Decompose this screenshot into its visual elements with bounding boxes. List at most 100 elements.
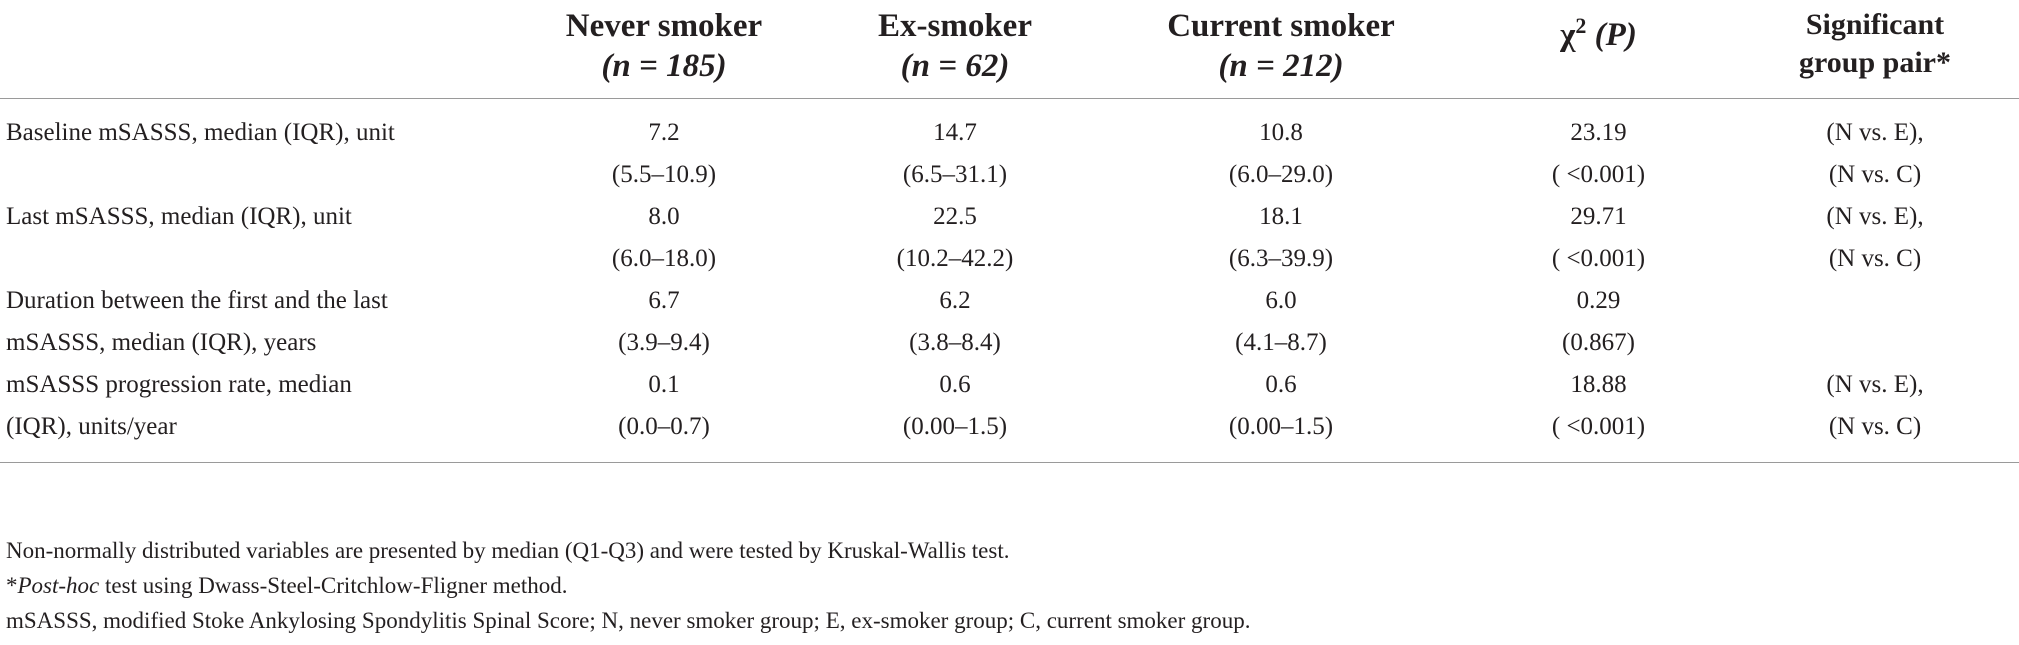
row-label: Last mSASSS, median (IQR), unit	[0, 196, 514, 280]
cell-range: (0.00–1.5)	[902, 413, 1008, 440]
table-row: Baseline mSASSS, median (IQR), unit 7.2 (5…	[0, 99, 2019, 197]
cell-value: 0.29	[1576, 287, 1621, 314]
cell-range: (5.5–10.9)	[611, 161, 717, 188]
cell-significant-pair: (N vs. E), (N vs. C)	[1731, 99, 2019, 197]
footnote-posthoc-italic: Post-hoc	[17, 573, 100, 598]
cell-range: (0.0–0.7)	[618, 413, 710, 440]
cell-value: 7.2	[648, 119, 680, 146]
cell-value	[1731, 280, 2019, 322]
cell-current-smoker: 10.8 (6.0–29.0)	[1096, 99, 1466, 197]
cell-range: (6.5–31.1)	[902, 161, 1008, 188]
table-header-row: Never smoker (n = 185) Ex-smoker (n = 62…	[0, 0, 2019, 99]
footnote-posthoc: *Post-hoc test using Dwass-Steel-Critchl…	[6, 568, 1250, 603]
cell-ex-smoker: 0.6 (0.00–1.5)	[814, 364, 1096, 463]
header-significant-line2: group pair*	[1799, 46, 1951, 79]
cell-value: (N vs. E),	[1826, 203, 1924, 230]
cell-never-smoker: 6.7 (3.9–9.4)	[514, 280, 814, 364]
cell-value: 8.0	[648, 203, 680, 230]
cell-range: (6.0–18.0)	[611, 245, 717, 272]
results-table: Never smoker (n = 185) Ex-smoker (n = 62…	[0, 0, 2019, 463]
header-chi-superscript: 2	[1575, 13, 1587, 38]
cell-value: 23.19	[1570, 119, 1627, 146]
results-table-container: Never smoker (n = 185) Ex-smoker (n = 62…	[0, 0, 2019, 463]
cell-current-smoker: 0.6 (0.00–1.5)	[1096, 364, 1466, 463]
cell-value: (N vs. E),	[1826, 119, 1924, 146]
cell-value: 6.7	[648, 287, 680, 314]
cell-chi-square: 0.29 (0.867)	[1466, 280, 1731, 364]
header-chi-symbol: χ	[1560, 17, 1576, 53]
cell-ex-smoker: 14.7 (6.5–31.1)	[814, 99, 1096, 197]
cell-range: ( <0.001)	[1551, 161, 1646, 188]
cell-value: 29.71	[1570, 203, 1627, 230]
cell-range: (N vs. C)	[1828, 413, 1922, 440]
cell-range: (4.1–8.7)	[1235, 329, 1327, 356]
header-ex-smoker: Ex-smoker (n = 62)	[814, 0, 1096, 99]
cell-never-smoker: 7.2 (5.5–10.9)	[514, 99, 814, 197]
row-label: Baseline mSASSS, median (IQR), unit	[0, 99, 514, 197]
cell-range: (N vs. C)	[1828, 161, 1922, 188]
cell-range: (3.8–8.4)	[909, 329, 1001, 356]
table-body: Baseline mSASSS, median (IQR), unit 7.2 (5…	[0, 99, 2019, 463]
header-ex-smoker-n: (n = 62)	[900, 48, 1010, 84]
cell-chi-square: 29.71 ( <0.001)	[1466, 196, 1731, 280]
cell-never-smoker: 0.1 (0.0–0.7)	[514, 364, 814, 463]
cell-chi-square: 18.88 ( <0.001)	[1466, 364, 1731, 463]
cell-value: 6.0	[1265, 287, 1297, 314]
header-never-smoker-title: Never smoker	[565, 8, 763, 44]
cell-range: (3.9–9.4)	[618, 329, 710, 356]
row-label: mSASSS progression rate, median (IQR), un…	[0, 364, 514, 463]
cell-value: (N vs. E),	[1826, 371, 1924, 398]
table-footnotes: Non-normally distributed variables are p…	[6, 533, 1250, 638]
header-p-value: (P)	[1594, 17, 1637, 53]
cell-ex-smoker: 6.2 (3.8–8.4)	[814, 280, 1096, 364]
row-label-line: Baseline mSASSS, median (IQR), unit	[6, 119, 395, 146]
header-variable	[0, 0, 514, 99]
header-ex-smoker-title: Ex-smoker	[878, 8, 1032, 44]
header-chi-square: χ2 (P)	[1466, 0, 1731, 99]
cell-value: 0.1	[648, 371, 680, 398]
cell-range: (N vs. C)	[1828, 245, 1922, 272]
row-label-line: Duration between the first and the last	[6, 287, 388, 314]
table-row: Duration between the first and the last m…	[0, 280, 2019, 364]
cell-range: (6.3–39.9)	[1228, 245, 1334, 272]
row-label-line: mSASSS, median (IQR), years	[6, 329, 317, 356]
cell-ex-smoker: 22.5 (10.2–42.2)	[814, 196, 1096, 280]
table-row: Last mSASSS, median (IQR), unit 8.0 (6.0–1…	[0, 196, 2019, 280]
cell-value: 6.2	[939, 287, 971, 314]
cell-range: ( <0.001)	[1551, 413, 1646, 440]
cell-significant-pair: (N vs. E), (N vs. C)	[1731, 196, 2019, 280]
cell-value: 10.8	[1259, 119, 1303, 146]
row-label-line: (IQR), units/year	[6, 413, 177, 440]
footnote-method: Non-normally distributed variables are p…	[6, 538, 1010, 563]
cell-range	[1731, 322, 2019, 364]
cell-value: 0.6	[1265, 371, 1297, 398]
cell-value: 18.88	[1570, 371, 1627, 398]
cell-range: (0.867)	[1562, 329, 1635, 356]
cell-range: (10.2–42.2)	[896, 245, 1014, 272]
footnote-asterisk: *	[6, 573, 18, 598]
cell-current-smoker: 18.1 (6.3–39.9)	[1096, 196, 1466, 280]
cell-range: ( <0.001)	[1551, 245, 1646, 272]
cell-current-smoker: 6.0 (4.1–8.7)	[1096, 280, 1466, 364]
cell-value: 0.6	[939, 371, 971, 398]
table-row: mSASSS progression rate, median (IQR), un…	[0, 364, 2019, 463]
cell-chi-square: 23.19 ( <0.001)	[1466, 99, 1731, 197]
row-label-line: mSASSS progression rate, median	[6, 371, 352, 398]
cell-significant-pair	[1731, 280, 2019, 364]
header-current-smoker-title: Current smoker	[1167, 8, 1395, 44]
header-never-smoker-n: (n = 185)	[601, 48, 727, 84]
row-label-line: Last mSASSS, median (IQR), unit	[6, 203, 352, 230]
footnote-posthoc-rest: test using Dwass-Steel-Critchlow-Fligner…	[99, 573, 568, 598]
header-chi-square-text: χ2 (P)	[1466, 6, 1731, 55]
cell-value: 14.7	[933, 119, 977, 146]
cell-never-smoker: 8.0 (6.0–18.0)	[514, 196, 814, 280]
header-never-smoker: Never smoker (n = 185)	[514, 0, 814, 99]
cell-range: (0.00–1.5)	[1228, 413, 1334, 440]
cell-significant-pair: (N vs. E), (N vs. C)	[1731, 364, 2019, 463]
row-label: Duration between the first and the last m…	[0, 280, 514, 364]
header-significant-pair: Significant group pair*	[1731, 0, 2019, 99]
header-current-smoker-n: (n = 212)	[1218, 48, 1344, 84]
cell-value: 22.5	[933, 203, 977, 230]
header-significant-line1: Significant	[1805, 8, 1945, 41]
cell-range: (6.0–29.0)	[1228, 161, 1334, 188]
